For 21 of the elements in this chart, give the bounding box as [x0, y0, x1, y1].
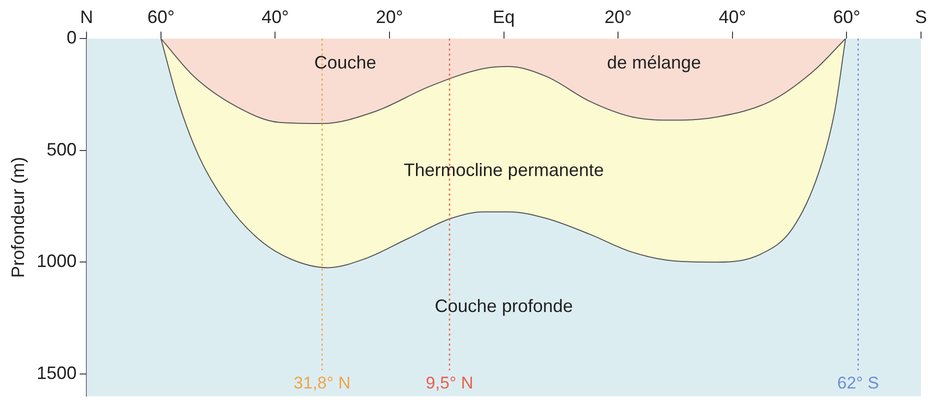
y-axis-title: Profondeur (m): [8, 156, 28, 278]
x-tick-label: 20°: [604, 6, 632, 27]
y-tick-label: 1500: [36, 362, 77, 383]
x-tick-label: 40°: [718, 6, 746, 27]
y-tick-label: 1000: [36, 251, 77, 272]
annotation: Couche profonde: [434, 296, 573, 316]
annotation: de mélange: [606, 52, 702, 73]
annotation: Couche: [314, 52, 376, 73]
x-tick-label: 60°: [147, 6, 175, 27]
x-tick-label: Eq: [492, 6, 515, 27]
x-tick-label: 60°: [833, 6, 860, 27]
y-tick-label: 500: [46, 139, 77, 160]
annotation: Thermocline permanente: [404, 160, 604, 180]
x-tick-label: N: [80, 6, 94, 27]
x-tick-label: 20°: [376, 6, 404, 27]
ref-line-label: 31,8° N: [294, 373, 351, 392]
y-tick-label: 0: [66, 28, 77, 48]
ref-line-label: 9,5° N: [426, 373, 474, 392]
ref-line-label: 62° S: [837, 373, 880, 392]
x-tick-label: S: [914, 6, 928, 27]
x-tick-label: 40°: [262, 6, 289, 27]
